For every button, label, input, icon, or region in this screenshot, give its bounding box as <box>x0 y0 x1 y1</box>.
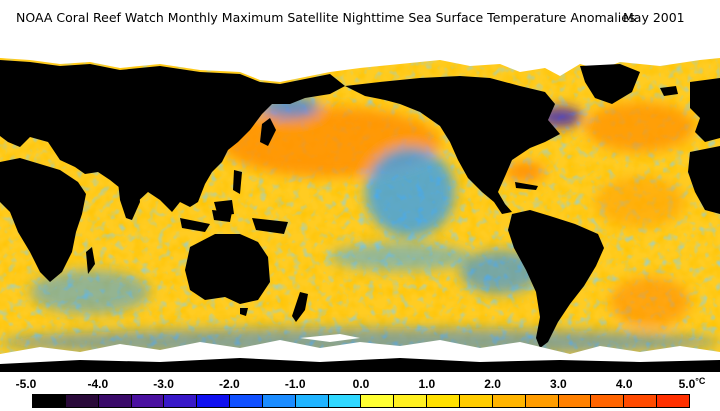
colorbar-swatch <box>427 395 460 407</box>
antarctic-ice-floe <box>300 334 360 342</box>
land-masses <box>0 60 720 348</box>
colorbar-swatch <box>131 395 165 407</box>
north-pacific-cool-patch <box>365 147 455 237</box>
anomaly-patches <box>0 95 720 356</box>
world-sst-anomaly-map <box>0 42 720 372</box>
arctic-ice <box>0 42 720 82</box>
land-madagascar <box>86 247 95 274</box>
colorbar-tick: -1.0 <box>284 377 306 391</box>
land-eurasia <box>0 60 345 212</box>
land-india <box>118 182 140 220</box>
tropical-atlantic-warm-patch <box>595 177 685 227</box>
colorbar-swatch <box>33 395 66 407</box>
land-borneo <box>214 200 234 216</box>
land-greenland <box>580 64 640 104</box>
colorbar-tick: 4.0 <box>615 377 633 391</box>
colorbar-unit: °C <box>695 376 706 386</box>
colorbar-tick: -4.0 <box>87 377 109 391</box>
colorbar-tick: 3.0 <box>550 377 567 391</box>
gulf-of-mexico-warm-patch <box>505 162 545 182</box>
arctic-ice-shape <box>0 42 720 82</box>
land-antarctica <box>0 358 720 372</box>
south-atlantic-warm-patch <box>610 277 690 327</box>
land-tasmania <box>240 308 248 316</box>
land-australia <box>185 234 270 304</box>
land-indonesia-1 <box>180 218 210 232</box>
colorbar-swatch <box>591 395 625 407</box>
land-new-zealand <box>292 292 308 322</box>
equatorial-pacific-cool-patch <box>330 243 470 271</box>
colorbar-swatch <box>65 395 99 407</box>
colorbar-swatch <box>624 395 658 407</box>
land-philippines <box>233 170 242 194</box>
colorbar-tick: -3.0 <box>153 377 174 391</box>
colorbar-tick: -5.0 <box>15 377 37 391</box>
title-date: May 2001 <box>623 10 685 25</box>
land-south-america <box>508 210 604 348</box>
land-africa-west <box>688 146 720 214</box>
colorbar-swatch <box>459 395 493 407</box>
land-cuba <box>515 182 538 190</box>
colorbar-swatch <box>492 395 526 407</box>
land-iceland <box>660 86 678 96</box>
colorbar-tick: -2.0 <box>219 377 240 391</box>
colorbar-swatch <box>164 395 198 407</box>
south-pacific-cool-patch <box>460 250 540 294</box>
land-europe-west <box>690 78 720 142</box>
colorbar-swatch <box>230 395 263 407</box>
title-text: NOAA Coral Reef Watch Monthly Maximum Sa… <box>16 10 636 25</box>
south-indian-cool-patch <box>30 270 150 314</box>
colorbar-swatch <box>394 395 428 407</box>
colorbar-swatch <box>657 395 689 407</box>
colorbar-swatch <box>361 395 395 407</box>
colorbar-swatch <box>558 395 592 407</box>
north-atlantic-warm-patch <box>585 102 695 152</box>
land-africa <box>0 158 86 282</box>
colorbar-swatch <box>197 395 231 407</box>
colorbar-tick: 0.0 <box>352 377 370 391</box>
map-title: NOAA Coral Reef Watch Monthly Maximum Sa… <box>16 10 720 25</box>
land-north-america <box>345 76 560 214</box>
land-japan <box>260 118 276 146</box>
land-new-guinea <box>252 218 288 234</box>
colorbar-tick: 5.0°C <box>678 376 706 391</box>
colorbar <box>32 394 690 408</box>
colorbar-swatch <box>295 395 329 407</box>
colorbar-swatch <box>525 395 559 407</box>
colorbar-tick-labels: -5.0 -4.0 -3.0 -2.0 -1.0 0.0 1.0 2.0 3.0 4.0 5.0°C <box>0 376 720 393</box>
colorbar-tick: 1.0 <box>418 377 436 391</box>
colorbar-swatch <box>328 395 362 407</box>
colorbar-tick: 2.0 <box>484 377 501 391</box>
colorbar-swatch <box>262 395 296 407</box>
colorbar-swatch <box>98 395 132 407</box>
